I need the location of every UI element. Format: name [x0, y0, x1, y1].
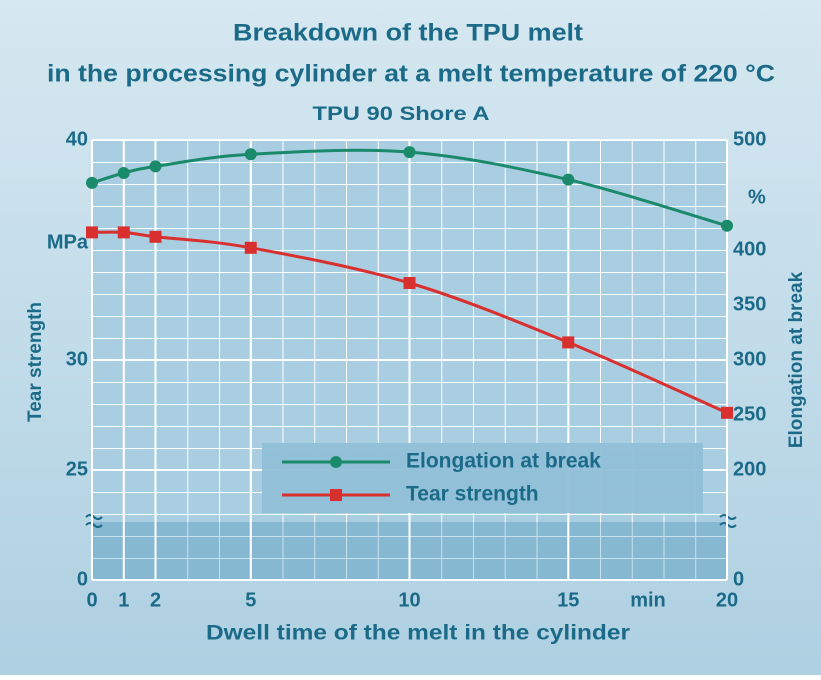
x-tick-label: 0	[86, 589, 97, 611]
legend-box	[262, 443, 703, 513]
marker	[149, 230, 162, 243]
y-tick-label: 0	[77, 568, 88, 590]
marker	[149, 160, 162, 173]
y-tick-label: 30	[66, 348, 88, 370]
marker	[721, 219, 733, 232]
chart-title: in the processing cylinder at a melt tem…	[47, 60, 775, 87]
x-unit: min	[630, 589, 666, 611]
series-line	[91, 230, 728, 415]
x-tick-label: 5	[245, 589, 256, 611]
marker	[117, 167, 130, 179]
y2-tick-label: 250	[733, 403, 766, 425]
marker	[244, 148, 257, 161]
chart-title: Breakdown of the TPU melt	[233, 19, 583, 46]
y2-tick-label: 300	[733, 348, 766, 370]
x-tick-label: 2	[150, 589, 161, 611]
y2-axis-label: Elongation at break	[786, 271, 807, 448]
marker	[330, 456, 342, 468]
y2-tick-label: 200	[733, 458, 766, 480]
marker	[86, 176, 98, 189]
marker	[562, 173, 575, 186]
series-line	[91, 148, 728, 228]
y-tick-label: 40	[66, 128, 88, 150]
marker	[403, 277, 416, 289]
y2-unit: %	[748, 186, 766, 208]
x-tick-label: 15	[557, 589, 579, 611]
y2-tick-label: 0	[733, 568, 744, 590]
y2-tick-label: 400	[733, 238, 766, 260]
marker	[403, 146, 416, 159]
marker	[330, 489, 342, 501]
y-tick-label: 25	[66, 458, 88, 480]
marker	[117, 226, 130, 239]
legend-label: Elongation at break	[406, 450, 601, 473]
x-tick-label: 10	[398, 589, 420, 611]
chart-subtitle: TPU 90 Shore A	[313, 104, 490, 125]
x-axis-label: Dwell time of the melt in the cylinder	[206, 622, 630, 645]
y2-tick-label: 350	[733, 293, 766, 315]
marker	[244, 241, 257, 254]
y2-tick-label: 500	[733, 128, 766, 150]
marker	[721, 406, 733, 419]
y-axis-label: Tear strength	[25, 302, 46, 422]
legend-label: Tear strength	[406, 483, 539, 506]
y-unit: MPa	[47, 231, 89, 253]
marker	[562, 336, 575, 349]
x-tick-label: 1	[118, 589, 129, 611]
x-tick-label: 20	[716, 589, 738, 611]
marker	[86, 226, 98, 239]
